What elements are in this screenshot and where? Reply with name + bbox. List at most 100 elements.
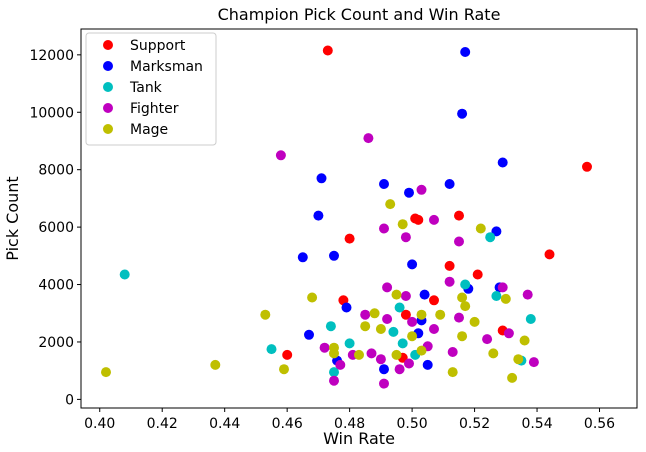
data-point: [497, 157, 508, 168]
data-point: [482, 334, 493, 345]
data-point: [391, 349, 402, 360]
data-point: [407, 259, 418, 270]
data-point: [457, 292, 468, 303]
y-tick-label: 2000: [38, 335, 74, 351]
legend-marker: [103, 82, 113, 92]
x-tick-label: 0.54: [521, 416, 552, 432]
data-point: [297, 252, 308, 263]
data-point: [444, 179, 455, 189]
data-point: [454, 312, 464, 323]
data-point: [388, 326, 399, 337]
y-tick-label: 6000: [38, 220, 74, 236]
x-tick-label: 0.44: [209, 416, 240, 432]
x-tick-label: 0.42: [147, 416, 178, 432]
legend-label: Marksman: [130, 59, 203, 75]
data-point: [544, 249, 555, 260]
data-point: [354, 349, 364, 360]
data-point: [519, 335, 530, 346]
data-point: [360, 309, 371, 320]
data-point: [304, 329, 314, 340]
data-point: [460, 47, 471, 57]
data-point: [325, 321, 336, 332]
data-point: [457, 331, 468, 342]
legend-box: [85, 32, 217, 146]
data-point: [316, 173, 327, 184]
data-point: [400, 309, 411, 320]
legend-marker: [103, 40, 113, 50]
data-point: [475, 223, 486, 234]
y-tick-label: 8000: [38, 163, 74, 179]
data-point: [416, 309, 427, 320]
data-point: [454, 210, 464, 221]
legend-marker: [103, 103, 113, 113]
data-point: [307, 292, 318, 303]
data-point: [497, 282, 508, 293]
x-tick-label: 0.56: [584, 416, 615, 432]
data-point: [460, 301, 471, 312]
data-point: [397, 338, 408, 349]
data-point: [447, 347, 458, 357]
data-point: [379, 223, 389, 234]
data-point: [369, 308, 380, 319]
legend: Support Marksman Tank Fighter Mage: [85, 32, 217, 146]
x-tick-label: 0.40: [84, 416, 115, 432]
points-layer: [101, 45, 592, 389]
data-point: [379, 179, 389, 189]
data-point: [322, 45, 333, 56]
data-point: [429, 214, 439, 225]
data-point: [522, 289, 533, 300]
data-point: [407, 316, 418, 327]
data-point: [375, 354, 386, 365]
data-point: [444, 260, 455, 271]
x-tick-label: 0.46: [272, 416, 303, 432]
data-point: [266, 344, 277, 355]
data-point: [335, 359, 346, 370]
data-point: [491, 291, 502, 301]
data-point: [329, 342, 339, 353]
chart-title: Champion Pick Count and Win Rate: [218, 5, 501, 24]
data-point: [513, 354, 524, 365]
legend-label: Support: [130, 38, 186, 54]
data-point: [101, 367, 111, 378]
data-point: [472, 269, 483, 280]
data-point: [260, 309, 271, 320]
data-point: [416, 345, 427, 356]
data-point: [429, 324, 439, 334]
data-point: [279, 364, 289, 375]
data-point: [119, 269, 130, 280]
data-point: [366, 348, 377, 359]
data-point: [404, 358, 414, 369]
data-point: [485, 232, 496, 243]
y-tick-label: 12000: [29, 48, 74, 64]
data-point: [500, 293, 511, 304]
data-point: [344, 233, 355, 244]
y-tick-label: 10000: [29, 105, 74, 121]
data-point: [400, 232, 411, 243]
data-point: [329, 375, 339, 386]
data-point: [379, 364, 389, 375]
data-point: [422, 359, 433, 370]
legend-marker: [103, 124, 113, 134]
data-point: [416, 184, 427, 195]
data-point: [525, 314, 536, 324]
data-point: [341, 302, 352, 313]
data-point: [394, 302, 405, 313]
data-point: [429, 295, 439, 306]
data-point: [210, 359, 221, 370]
data-point: [394, 364, 405, 375]
data-point: [375, 324, 386, 334]
y-axis-title: Pick Count: [3, 176, 22, 260]
data-point: [582, 161, 592, 172]
data-point: [444, 276, 455, 287]
data-point: [363, 133, 374, 144]
data-point: [454, 236, 464, 247]
x-tick-label: 0.52: [459, 416, 490, 432]
x-tick-label: 0.50: [397, 416, 428, 432]
data-point: [419, 289, 430, 300]
data-point: [413, 214, 424, 225]
data-point: [379, 378, 389, 389]
data-point: [503, 328, 514, 339]
data-point: [313, 210, 324, 221]
plot-frame: [80, 28, 638, 409]
